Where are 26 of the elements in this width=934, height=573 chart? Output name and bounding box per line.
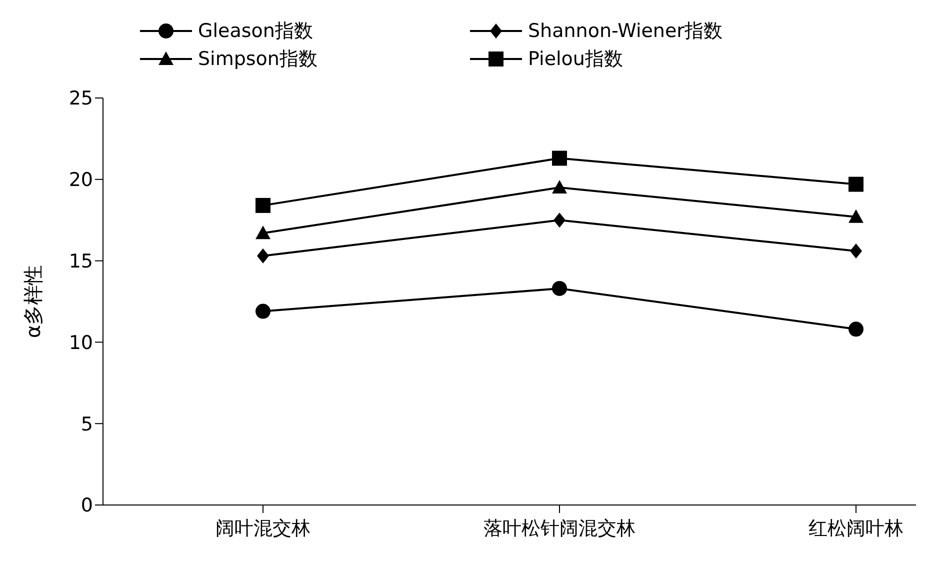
point: [848, 176, 864, 192]
point: [848, 209, 864, 223]
point: [256, 304, 270, 319]
point: [554, 212, 566, 228]
legend-label: Simpson指数: [198, 47, 318, 72]
point: [256, 226, 270, 240]
point: [848, 322, 864, 337]
x-tick-label: 红松阔叶林: [808, 517, 904, 540]
y-tick-label: 25: [68, 88, 93, 110]
x-tick-label: 落叶松针阔混交林: [484, 517, 636, 540]
point: [850, 244, 862, 259]
x-tick-label: 阔叶混交林: [216, 517, 310, 540]
y-tick-label: 0: [80, 494, 93, 517]
point: [552, 180, 567, 194]
y-tick-label: 20: [68, 169, 93, 192]
point: [552, 150, 567, 166]
y-axis-title: α多样性: [21, 264, 46, 338]
point: [552, 280, 567, 296]
legend-label: Shannon-Wiener指数: [528, 19, 722, 44]
y-tick-label: 5: [80, 413, 93, 436]
legend-label: Pielou指数: [528, 47, 623, 72]
point: [257, 248, 269, 264]
point: [256, 198, 270, 213]
y-tick-label: 10: [68, 332, 93, 354]
y-tick-label: 15: [68, 250, 93, 273]
legend-label: Gleason指数: [198, 19, 313, 44]
